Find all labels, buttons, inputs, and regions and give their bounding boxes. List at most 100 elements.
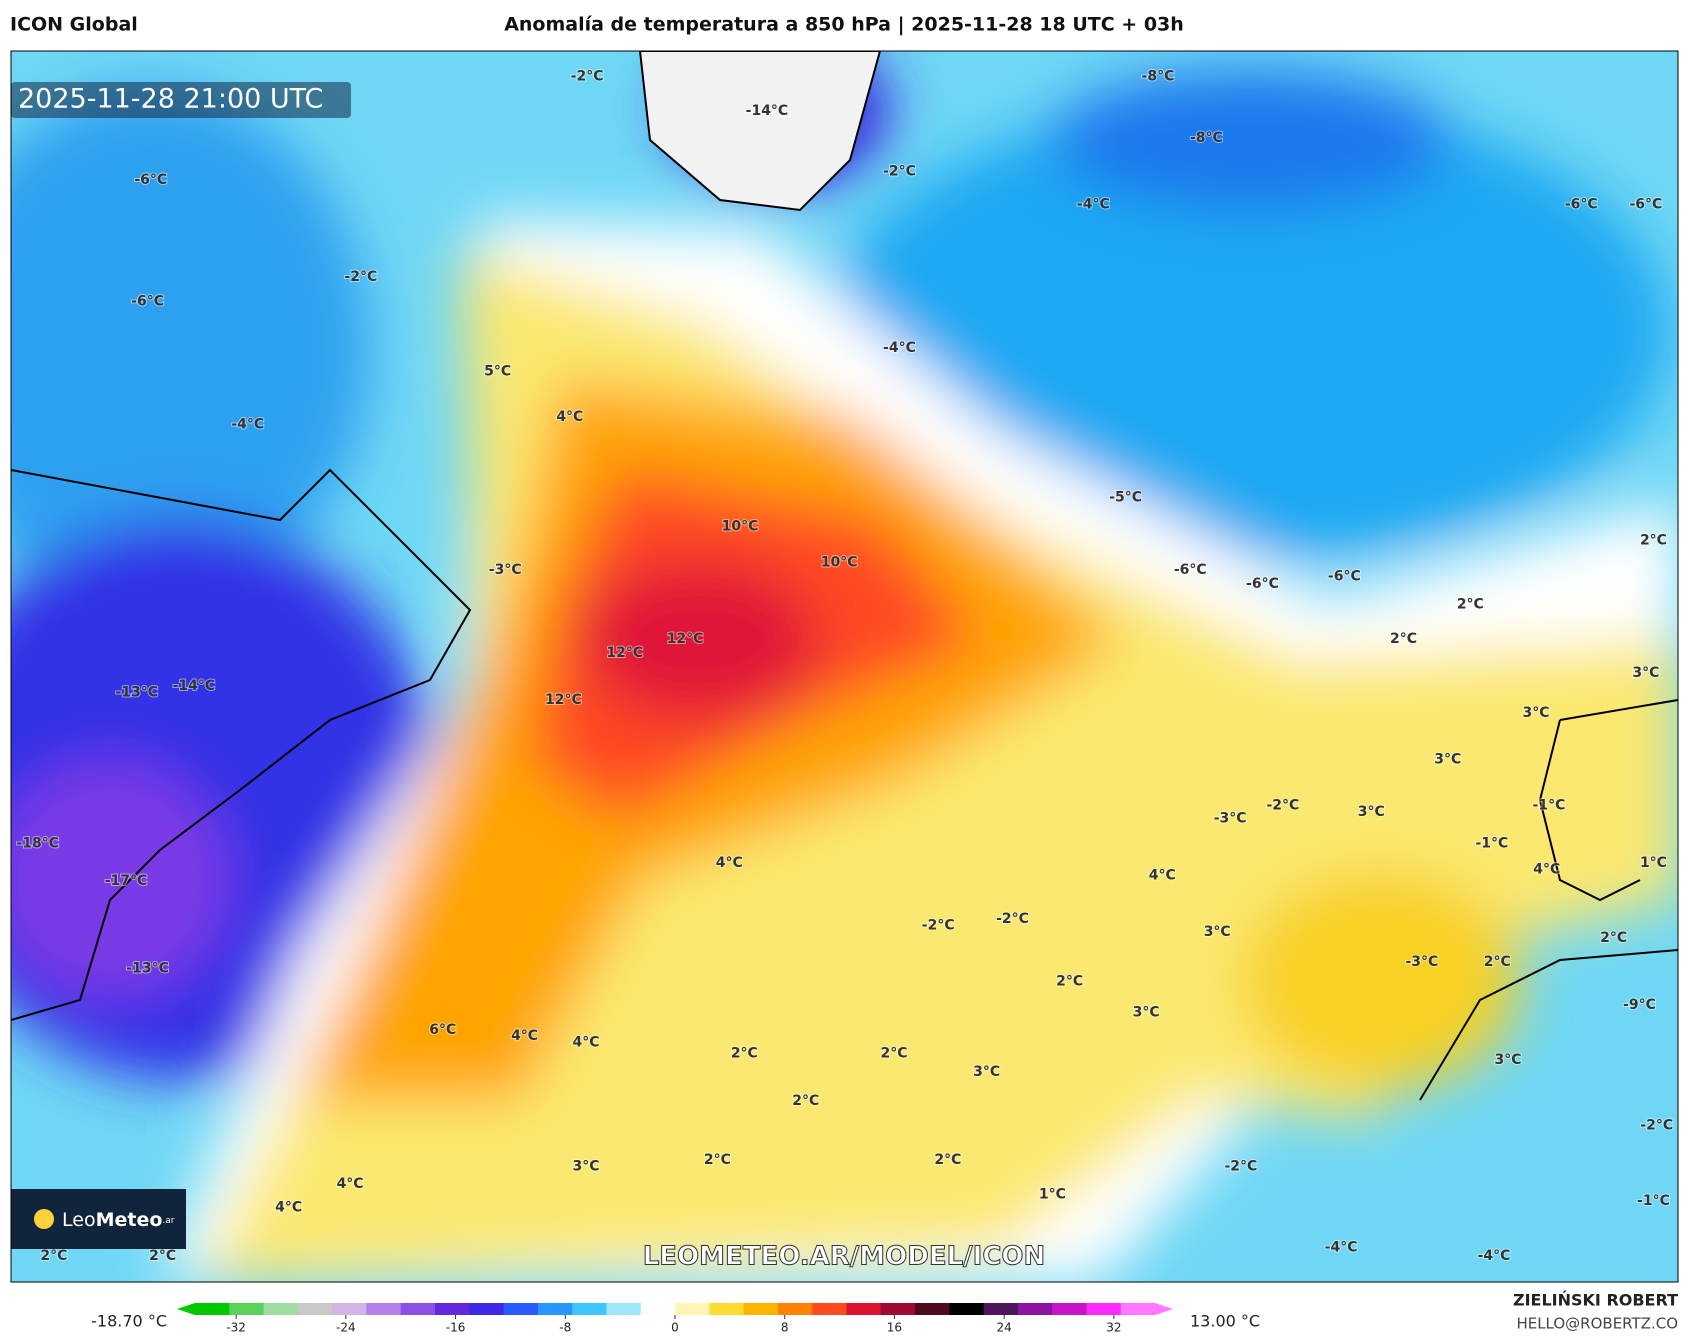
temperature-label: -2°C [883, 163, 916, 179]
temperature-label: 12°C [545, 692, 582, 708]
colorbar-segment [229, 1303, 265, 1315]
temperature-labels: -2°C -14°C -8°C -8°C -2°C -4°C -6°C -6°C -6°C -6°… [15, 67, 1674, 1264]
colorbar-segment [743, 1303, 779, 1315]
logo-light: Leo [62, 1209, 96, 1231]
temperature-label: -3°C [1214, 811, 1247, 827]
temperature-label: 12°C [606, 645, 643, 661]
temperature-label: 3°C [1495, 1052, 1522, 1068]
temperature-label: 1°C [1640, 855, 1667, 871]
temperature-label: 2°C [731, 1045, 758, 1061]
colorbar-tick-label: 16 [887, 1321, 902, 1335]
timestamp: 2025-11-28 21:00 UTC [18, 84, 323, 115]
colorbar-segment [880, 1303, 916, 1315]
greenland-coast [638, 51, 882, 212]
colorbar-tick-label: 32 [1106, 1321, 1121, 1335]
colorbar-segment [846, 1303, 882, 1315]
temperature-label: -18°C [16, 835, 59, 851]
colorbar-segment [572, 1303, 607, 1315]
temperature-label: 2°C [881, 1045, 908, 1061]
temperature-label: -9°C [1623, 997, 1656, 1013]
temperature-label: -2°C [571, 68, 604, 84]
logo-suffix: .ar [162, 1216, 174, 1226]
map: -2°C -14°C -8°C -8°C -2°C -4°C -6°C -6°C -6°C -6°… [11, 51, 1678, 1282]
logo-bold: Meteo [96, 1209, 163, 1231]
colorbar-segment [606, 1303, 642, 1315]
temperature-label: -13°C [116, 685, 159, 701]
temperature-label: -14°C [173, 678, 216, 694]
colorbar-tick-label: 8 [781, 1321, 789, 1335]
temperature-label: -14°C [746, 103, 789, 119]
temperature-label: 2°C [1457, 596, 1484, 612]
colorbar-segment [435, 1303, 470, 1315]
colorbar-tick-label: 0 [671, 1321, 679, 1335]
temperature-label: 10°C [722, 519, 759, 535]
temperature-label: 3°C [1523, 705, 1550, 721]
colorbar-segment [675, 1303, 710, 1315]
temperature-label: -1°C [1475, 835, 1508, 851]
colorbar-tick-label: -16 [446, 1321, 466, 1335]
temperature-label: -3°C [489, 562, 522, 578]
temperature-label: -4°C [1077, 197, 1110, 213]
temperature-label: -8°C [1190, 130, 1223, 146]
colorbar-segment [400, 1303, 436, 1315]
colorbar-segment [332, 1303, 367, 1315]
temperature-label: -1°C [1637, 1193, 1670, 1209]
colorbar-tick-label: 24 [997, 1321, 1012, 1335]
map-title: Anomalía de temperatura a 850 hPa | 2025… [504, 14, 1184, 36]
min-label: -18.70 °C [91, 1312, 167, 1331]
temperature-label: 2°C [149, 1248, 176, 1264]
colorbar-segment [263, 1303, 299, 1315]
model-name: ICON Global [10, 14, 138, 36]
temperature-label: 2°C [40, 1248, 67, 1264]
temperature-label: 6°C [429, 1022, 456, 1038]
colorbar-segment [812, 1303, 847, 1315]
max-label: 13.00 °C [1190, 1312, 1260, 1331]
temperature-label: 3°C [572, 1159, 599, 1175]
temperature-label: -2°C [996, 911, 1029, 927]
colorbar-segment [469, 1303, 505, 1315]
temperature-label: -2°C [1224, 1159, 1257, 1175]
colorbar-tick-label: -32 [226, 1321, 246, 1335]
temperature-label: -5°C [1109, 490, 1142, 506]
temperature-label: 3°C [1434, 751, 1461, 767]
temperature-label: 2°C [792, 1093, 819, 1109]
temperature-label: -6°C [1565, 197, 1598, 213]
na-coast [11, 468, 472, 1021]
colorbar-segment [915, 1303, 950, 1315]
colorbar-tick-label: -24 [336, 1321, 356, 1335]
temperature-label: 5°C [484, 364, 511, 380]
temperature-label: 3°C [1358, 804, 1385, 820]
temperature-label: 2°C [1056, 973, 1083, 989]
temperature-label: 4°C [1149, 868, 1176, 884]
temperature-label: -6°C [131, 294, 164, 310]
temperature-label: -6°C [1174, 562, 1207, 578]
colorbar-segment [1052, 1303, 1087, 1315]
timestamp-box [11, 82, 351, 118]
temperature-label: -2°C [1640, 1118, 1673, 1134]
temperature-label: -4°C [1325, 1239, 1358, 1255]
europe-africa-coast [1419, 699, 1678, 1101]
colorbar-segment [1120, 1303, 1156, 1315]
temperature-label: -3°C [1405, 954, 1438, 970]
temperature-label: 4°C [275, 1200, 302, 1216]
temperature-label: -6°C [1629, 197, 1662, 213]
temperature-label: 4°C [1533, 861, 1560, 877]
temperature-label: 4°C [556, 409, 583, 425]
temperature-label: 4°C [572, 1035, 599, 1051]
temperature-label: -13°C [126, 960, 169, 976]
temperature-label: -1°C [1533, 798, 1566, 814]
temperature-label: -6°C [1246, 576, 1279, 592]
temperature-label: -4°C [231, 416, 264, 432]
temperature-label: 2°C [1390, 631, 1417, 647]
temperature-label: -6°C [134, 172, 167, 188]
colorbar-segment [949, 1303, 985, 1315]
temperature-label: -2°C [922, 917, 955, 933]
colorbar-segment [983, 1303, 1019, 1315]
colorbar-segment [777, 1303, 813, 1315]
colorbar-segment [1017, 1303, 1053, 1315]
temperature-label: 3°C [973, 1064, 1000, 1080]
colorbar-segment [1086, 1303, 1122, 1315]
temperature-label: 4°C [337, 1176, 364, 1192]
colorbar-segment [640, 1303, 676, 1315]
temperature-label: 2°C [704, 1152, 731, 1168]
